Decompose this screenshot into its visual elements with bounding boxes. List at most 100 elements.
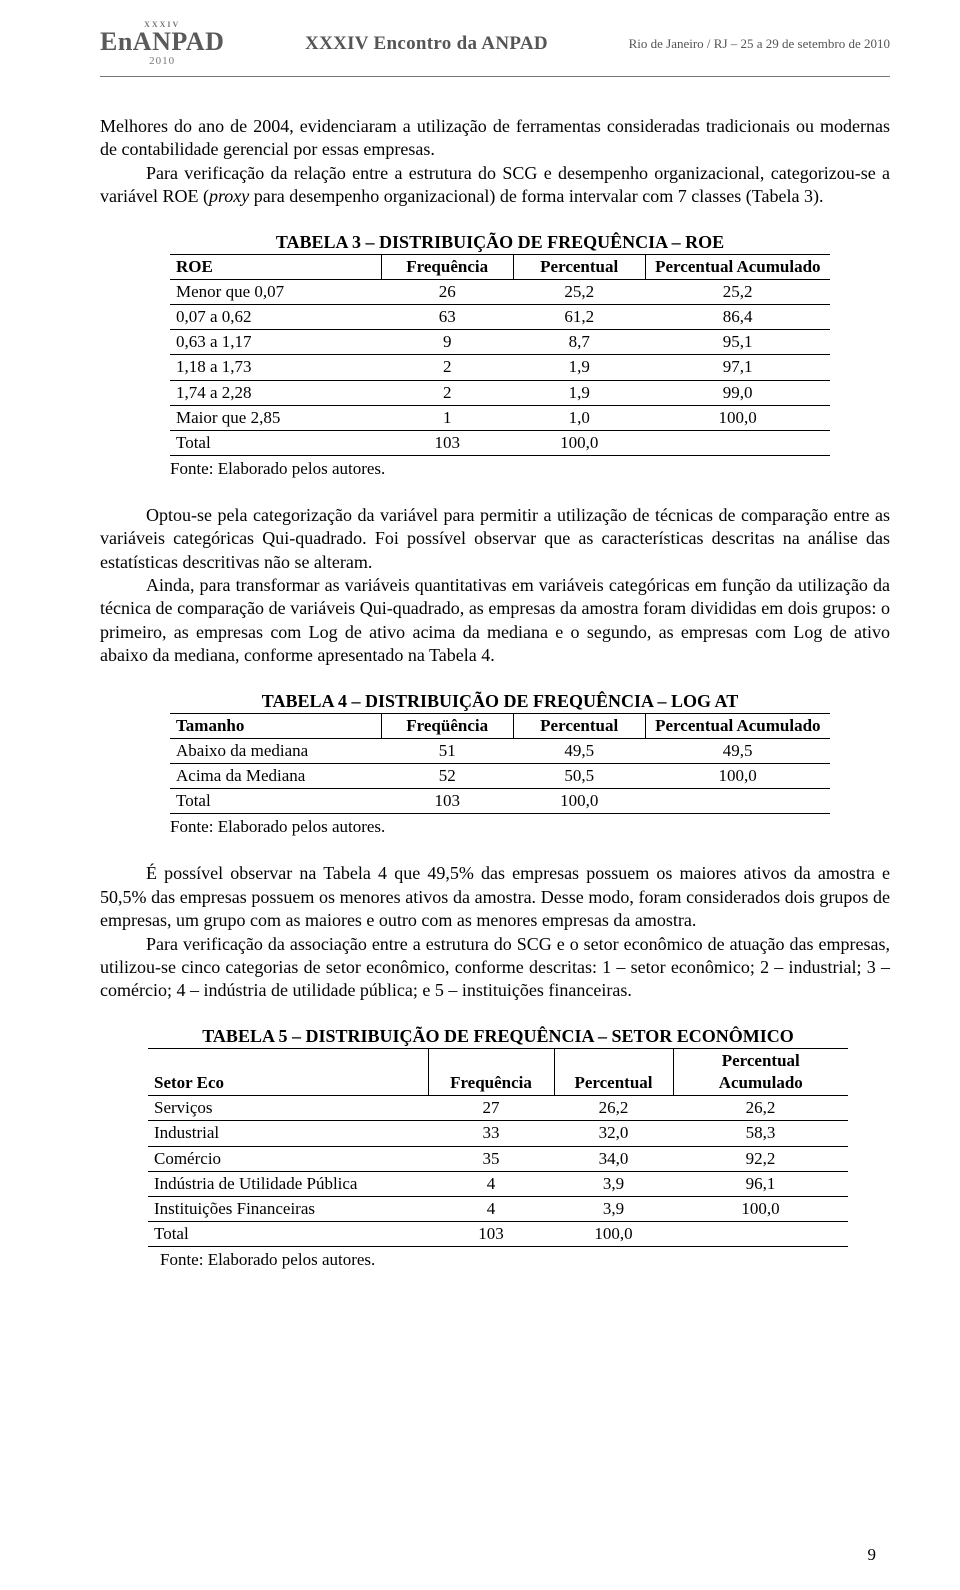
table-row: 0,63 a 1,1798,795,1 — [170, 330, 830, 355]
table-cell: 3,9 — [554, 1171, 673, 1196]
table3: ROEFrequênciaPercentualPercentual Acumul… — [170, 254, 830, 456]
table-cell: 100,0 — [673, 1196, 848, 1221]
table-row: Total103100,0 — [148, 1221, 848, 1246]
table3-title: TABELA 3 – DISTRIBUIÇÃO DE FREQUÊNCIA – … — [170, 231, 830, 254]
table-cell — [645, 430, 830, 455]
table-cell: 100,0 — [554, 1221, 673, 1246]
table-cell: 0,63 a 1,17 — [170, 330, 381, 355]
table-cell: 1,9 — [513, 380, 645, 405]
spacer — [100, 844, 890, 862]
table-cell: 49,5 — [645, 739, 830, 764]
table-cell: 96,1 — [673, 1171, 848, 1196]
table-cell: 103 — [428, 1221, 554, 1246]
table3-container: TABELA 3 – DISTRIBUIÇÃO DE FREQUÊNCIA – … — [170, 231, 830, 480]
table-cell: 92,2 — [673, 1146, 848, 1171]
table-cell: 33 — [428, 1121, 554, 1146]
table-cell: 8,7 — [513, 330, 645, 355]
table-row: Maior que 2,8511,0100,0 — [170, 405, 830, 430]
table-row: Acima da Mediana5250,5100,0 — [170, 764, 830, 789]
spacer — [100, 486, 890, 504]
header-title: XXXIV Encontro da ANPAD — [305, 32, 548, 57]
table-header-cell: Percentual Acumulado — [673, 1049, 848, 1096]
table-cell: 99,0 — [645, 380, 830, 405]
table-cell: 50,5 — [513, 764, 645, 789]
table-cell: 25,2 — [645, 280, 830, 305]
table-cell: Total — [170, 789, 381, 814]
table5-title: TABELA 5 – DISTRIBUIÇÃO DE FREQUÊNCIA – … — [148, 1025, 848, 1048]
logo-year: 2010 — [149, 54, 175, 68]
table-header-cell: Tamanho — [170, 714, 381, 739]
table4-container: TABELA 4 – DISTRIBUIÇÃO DE FREQUÊNCIA – … — [170, 690, 830, 839]
table-header-cell: Frequência — [428, 1049, 554, 1096]
table-cell: 26 — [381, 280, 513, 305]
table-cell: Acima da Mediana — [170, 764, 381, 789]
table-row: Total103100,0 — [170, 789, 830, 814]
table-cell: 100,0 — [513, 789, 645, 814]
paragraph-6: Para verificação da associação entre a e… — [100, 933, 890, 1003]
table-header-cell: Percentual Acumulado — [645, 255, 830, 280]
table-cell: 1,74 a 2,28 — [170, 380, 381, 405]
table-cell: Instituições Financeiras — [148, 1196, 428, 1221]
paragraph-1: Melhores do ano de 2004, evidenciaram a … — [100, 115, 890, 162]
table-row: Industrial3332,058,3 — [148, 1121, 848, 1146]
table5: Setor EcoFrequênciaPercentualPercentual … — [148, 1048, 848, 1247]
table-cell: 1,9 — [513, 355, 645, 380]
table-cell — [645, 789, 830, 814]
table4-note: Fonte: Elaborado pelos autores. — [170, 814, 830, 838]
table-cell: 100,0 — [645, 764, 830, 789]
table-header-cell: Frequência — [381, 255, 513, 280]
table-cell: 2 — [381, 380, 513, 405]
table-row: Abaixo da mediana5149,549,5 — [170, 739, 830, 764]
table-cell: Abaixo da mediana — [170, 739, 381, 764]
table-cell: 26,2 — [554, 1096, 673, 1121]
table-header-cell: Percentual — [554, 1049, 673, 1096]
paragraph-3: Optou-se pela categorização da variável … — [100, 504, 890, 574]
table-cell: 27 — [428, 1096, 554, 1121]
table-cell: 35 — [428, 1146, 554, 1171]
table5-note: Fonte: Elaborado pelos autores. — [148, 1247, 848, 1271]
table-header-cell: Setor Eco — [148, 1049, 428, 1096]
paragraph-2b: para desempenho organizacional) de forma… — [249, 186, 823, 206]
table3-note: Fonte: Elaborado pelos autores. — [170, 456, 830, 480]
table-cell: 26,2 — [673, 1096, 848, 1121]
table-header-cell: ROE — [170, 255, 381, 280]
page-header: XXXIV EnANPAD 2010 XXXIV Encontro da ANP… — [100, 20, 890, 77]
table-cell: 32,0 — [554, 1121, 673, 1146]
table-cell: 4 — [428, 1196, 554, 1221]
table-header-cell: Percentual — [513, 714, 645, 739]
table-cell: 103 — [381, 789, 513, 814]
table-cell: 100,0 — [513, 430, 645, 455]
table-cell: Total — [148, 1221, 428, 1246]
table-header-cell: Freqüência — [381, 714, 513, 739]
table-cell: Indústria de Utilidade Pública — [148, 1171, 428, 1196]
table-cell: 100,0 — [645, 405, 830, 430]
table-cell: Serviços — [148, 1096, 428, 1121]
logo-block: XXXIV EnANPAD 2010 — [100, 20, 224, 68]
table-header-cell: Percentual Acumulado — [645, 714, 830, 739]
table-cell: 58,3 — [673, 1121, 848, 1146]
table-cell: 97,1 — [645, 355, 830, 380]
table-cell: 0,07 a 0,62 — [170, 305, 381, 330]
table-cell: 61,2 — [513, 305, 645, 330]
table-row: Instituições Financeiras43,9100,0 — [148, 1196, 848, 1221]
paragraph-4: Ainda, para transformar as variáveis qua… — [100, 574, 890, 668]
table-row: Comércio3534,092,2 — [148, 1146, 848, 1171]
logo-main: EnANPAD — [100, 30, 224, 53]
table-row: 1,18 a 1,7321,997,1 — [170, 355, 830, 380]
table-cell — [673, 1221, 848, 1246]
table-row: Total103100,0 — [170, 430, 830, 455]
table-cell: Maior que 2,85 — [170, 405, 381, 430]
table-cell: 25,2 — [513, 280, 645, 305]
table-cell: 52 — [381, 764, 513, 789]
table4: TamanhoFreqüênciaPercentualPercentual Ac… — [170, 713, 830, 814]
table-cell: Total — [170, 430, 381, 455]
page-number: 9 — [868, 1544, 877, 1566]
table-cell: Comércio — [148, 1146, 428, 1171]
table-cell: 3,9 — [554, 1196, 673, 1221]
table-cell: 1,0 — [513, 405, 645, 430]
paragraph-2-italic: proxy — [209, 186, 249, 206]
table-cell: Industrial — [148, 1121, 428, 1146]
table-cell: 63 — [381, 305, 513, 330]
table-cell: 34,0 — [554, 1146, 673, 1171]
paragraph-5: É possível observar na Tabela 4 que 49,5… — [100, 862, 890, 932]
